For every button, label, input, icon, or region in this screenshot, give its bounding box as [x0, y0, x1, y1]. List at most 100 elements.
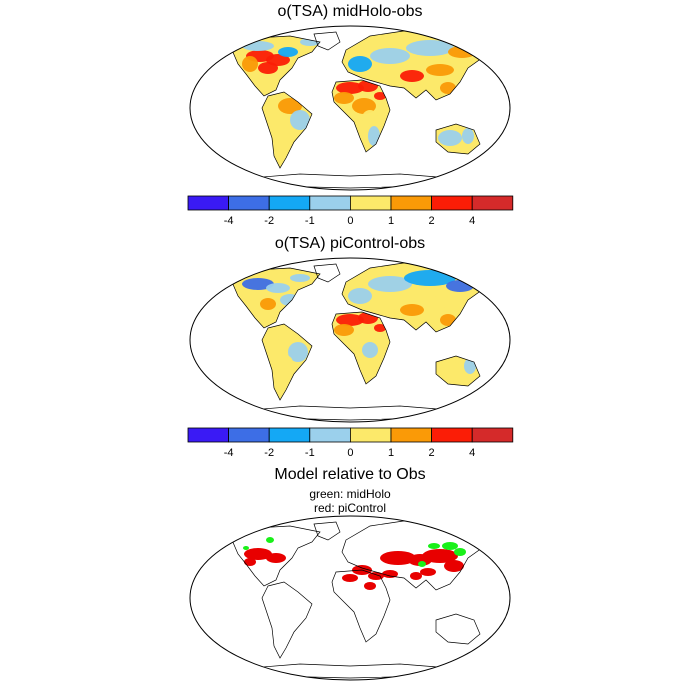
- picontrol-patch-13: [420, 568, 436, 576]
- midholo-patch-3: [266, 537, 274, 543]
- field-patch-3: [260, 298, 276, 310]
- coastline-africa: [331, 79, 391, 153]
- field-patch-23: [426, 64, 454, 76]
- map-field-2: [232, 262, 490, 400]
- colorbar-2-box-5: [390, 427, 432, 443]
- colorbar-2-box-7: [471, 427, 514, 443]
- colorbar-1-tick-5: 2: [429, 215, 435, 227]
- field-patch-24: [414, 316, 434, 328]
- field-patch-2: [242, 290, 258, 302]
- colorbar-2-tick-6: 4: [469, 447, 475, 459]
- colorbar-1-box-4: [349, 195, 392, 211]
- field-patch-10: [280, 380, 288, 396]
- field-patch-13: [334, 324, 354, 336]
- colorbar-2: -4 -2 -1 0 1 2 4: [187, 427, 514, 459]
- field-patch-21: [376, 66, 404, 78]
- midholo-patch-4: [243, 546, 249, 550]
- coastline-australia: [435, 355, 481, 387]
- field-patch-0: [242, 278, 274, 290]
- field-patch-10: [282, 124, 294, 148]
- field-patch-9: [282, 356, 294, 380]
- colorbar-1-tick-2: -1: [305, 215, 315, 227]
- field-patch-16: [362, 110, 378, 126]
- panel3-subtitle-green: green: midHolo: [309, 487, 391, 501]
- midholo-patch-19: [418, 561, 426, 567]
- panel3-title: Model relative to Obs: [274, 466, 426, 483]
- field-patch-17: [368, 126, 380, 146]
- field-patch-28: [438, 130, 462, 146]
- coastline-northAmerica: [231, 525, 321, 587]
- picontrol-patch-6: [342, 574, 358, 582]
- field-patch-6: [300, 38, 320, 46]
- coastline-australia: [435, 123, 481, 155]
- map-frame-3: [189, 515, 511, 681]
- colorbar-2-tick-0: -4: [224, 447, 234, 459]
- field-patch-12: [336, 82, 364, 94]
- field-patch-5: [290, 274, 310, 282]
- field-patch-27: [440, 362, 464, 378]
- field-patch-25: [440, 314, 456, 326]
- field-patch-13: [358, 80, 378, 92]
- field-patch-2: [242, 56, 258, 72]
- colorbar-2-tick-3: 0: [347, 447, 353, 459]
- colorbar-2-box-1: [228, 427, 270, 443]
- picontrol-patch-8: [364, 582, 376, 590]
- coastline-australia: [435, 613, 481, 645]
- colorbar-2-tick-4: 1: [388, 447, 394, 459]
- field-patch-4: [280, 294, 300, 306]
- picontrol-patch-9: [380, 551, 416, 565]
- colorbar-2-box-3: [309, 427, 351, 443]
- field-patch-26: [440, 82, 456, 94]
- coastline-africa: [331, 311, 391, 385]
- coastline-southAmerica: [261, 323, 313, 401]
- coastline-northAmerica: [231, 35, 321, 97]
- colorbar-1-box-0: [187, 195, 229, 211]
- map-field-3: [243, 537, 466, 590]
- coastline-greenland: [313, 521, 341, 541]
- picontrol-patch-11: [422, 549, 458, 563]
- field-patch-4: [278, 47, 298, 57]
- picontrol-patch-7: [368, 572, 384, 580]
- picontrol-patch-1: [266, 553, 286, 563]
- field-patch-22: [400, 304, 424, 316]
- colorbar-1-tick-4: 1: [388, 215, 394, 227]
- colorbar-1-tick-0: -4: [224, 215, 234, 227]
- field-patch-27: [374, 92, 386, 100]
- field-patch-6: [278, 308, 290, 316]
- coastline-africa: [331, 569, 391, 643]
- midholo-patch-18: [428, 543, 440, 549]
- field-patch-9: [290, 110, 310, 130]
- field-patch-15: [362, 342, 378, 358]
- coastline-greenland: [313, 31, 341, 51]
- colorbar-2-box-2: [268, 427, 311, 443]
- field-patch-7: [278, 74, 290, 82]
- colorbar-2-box-4: [349, 427, 392, 443]
- field-patch-7: [278, 330, 302, 346]
- colorbar-2-box-6: [431, 427, 473, 443]
- panel2-title: o(TSA) piControl-obs: [274, 235, 426, 252]
- picontrol-patch-0: [244, 548, 272, 560]
- field-patch-19: [404, 270, 456, 286]
- coastline-southAmerica: [261, 91, 313, 169]
- picontrol-patch-12: [444, 560, 464, 572]
- field-patch-11: [280, 148, 288, 164]
- field-patch-20: [406, 40, 454, 56]
- field-patch-26: [374, 324, 386, 332]
- panel3-subtitle-red: red: piControl: [313, 501, 387, 515]
- panel1-title: o(TSA) midHolo-obs: [277, 3, 423, 20]
- field-patch-23: [426, 296, 454, 308]
- field-patch-14: [334, 92, 354, 104]
- picontrol-patch-2: [244, 558, 256, 566]
- picontrol-patch-14: [410, 572, 422, 580]
- field-patch-19: [370, 48, 410, 64]
- field-patch-18: [348, 56, 372, 72]
- colorbar-1-box-6: [431, 195, 473, 211]
- field-patch-18: [368, 276, 412, 292]
- field-patch-25: [414, 84, 434, 96]
- colorbar-2-tick-5: 2: [429, 447, 435, 459]
- colorbar-1: -4 -2 -1 0 1 2 4: [187, 195, 514, 227]
- coastline-greenland: [313, 263, 341, 283]
- field-patch-22: [400, 70, 424, 82]
- colorbar-2-box-0: [187, 427, 229, 443]
- map-field-1: [232, 30, 490, 168]
